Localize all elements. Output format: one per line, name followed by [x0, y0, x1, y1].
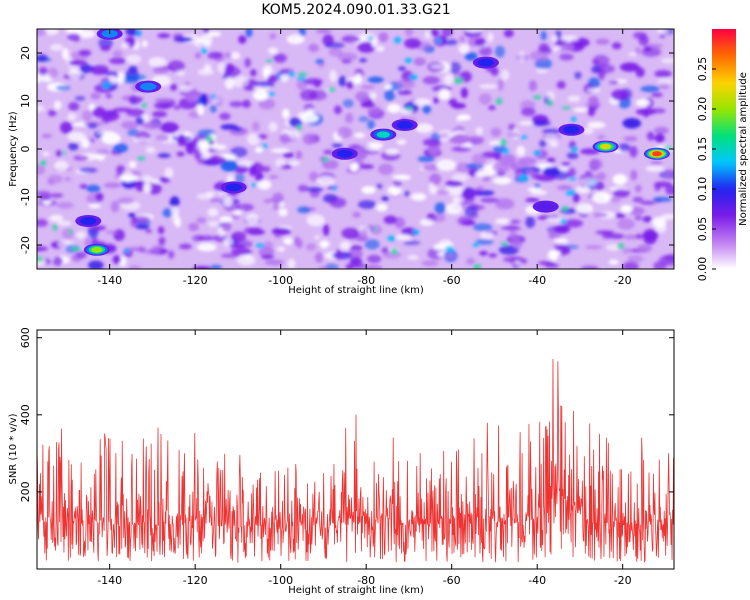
colorbar-tick-label: 0.20 — [696, 97, 709, 122]
x-tick-label: -60 — [443, 574, 461, 587]
heatmap-hotspot — [370, 128, 397, 141]
y-tick-label: 600 — [19, 327, 32, 348]
snr-x-axis-label: Height of straight line (km) — [288, 585, 424, 596]
heatmap-hotspots — [75, 29, 670, 256]
snr-panel: -140 -120 -100 -80 -60 -40 -20 200 400 600 Heigh… — [8, 327, 675, 596]
snr-series-line — [37, 358, 674, 563]
x-tick-label: -140 — [97, 574, 122, 587]
x-tick-label: -80 — [357, 574, 375, 587]
colorbar-ticks: 0.00 0.05 0.10 0.15 0.20 0.25 — [696, 57, 716, 282]
x-tick-label: -40 — [528, 274, 546, 287]
heatmap-hotspot — [558, 123, 585, 136]
y-tick-label: 10 — [19, 94, 32, 108]
colorbar-tick-label: 0.05 — [696, 217, 709, 242]
heatmap-hotspot — [135, 80, 162, 93]
heatmap-hotspot — [532, 200, 559, 213]
heatmap-noise-field — [37, 29, 674, 269]
colorbar-label: Normalized spectral amplitude — [738, 72, 749, 226]
colorbar: 0.00 0.05 0.10 0.15 0.20 0.25 Normalized spec… — [696, 29, 749, 281]
x-tick-label: -20 — [614, 274, 632, 287]
snr-y-ticks: 200 400 600 — [19, 327, 674, 502]
x-tick-label: -40 — [528, 574, 546, 587]
heatmap-hotspot — [331, 147, 358, 160]
heatmap-hotspot — [472, 56, 499, 69]
figure-title: KOM5.2024.090.01.33.G21 — [261, 2, 450, 18]
heatmap-x-axis-label: Height of straight line (km) — [288, 285, 424, 296]
heatmap-hotspot — [391, 119, 418, 131]
heatmap-hotspot — [83, 243, 110, 256]
colorbar-tick-label: 0.15 — [696, 137, 709, 162]
y-tick-label: 200 — [19, 481, 32, 502]
heatmap-hotspot — [75, 215, 102, 227]
y-tick-label: 0 — [19, 146, 32, 153]
heatmap-hotspot — [592, 140, 619, 153]
heatmap-x-ticks: -140 -120 -100 -80 -60 -40 -20 — [97, 29, 632, 287]
colorbar-tick-label: 0.10 — [696, 177, 709, 202]
x-tick-label: -120 — [183, 574, 208, 587]
x-tick-label: -20 — [614, 574, 632, 587]
x-tick-label: -120 — [183, 274, 208, 287]
heatmap-hotspot — [220, 181, 247, 194]
heatmap-y-axis-label: Frequency (Hz) — [8, 111, 19, 187]
y-tick-label: 20 — [19, 46, 32, 60]
x-tick-label: -140 — [97, 274, 122, 287]
heatmap-hotspot — [643, 147, 670, 160]
y-tick-label: -10 — [19, 188, 32, 206]
x-tick-label: -100 — [268, 574, 293, 587]
y-tick-label: -20 — [19, 236, 32, 254]
x-tick-label: -100 — [268, 274, 293, 287]
colorbar-tick-label: 0.00 — [696, 257, 709, 282]
x-tick-label: -60 — [443, 274, 461, 287]
snr-x-ticks: -140 -120 -100 -80 -60 -40 -20 — [97, 330, 632, 587]
y-tick-label: 400 — [19, 404, 32, 425]
snr-frame — [36, 329, 675, 570]
colorbar-tick-label: 0.25 — [696, 57, 709, 82]
x-tick-label: -80 — [357, 274, 375, 287]
snr-y-axis-label: SNR (10 * v/v) — [8, 413, 19, 484]
heatmap-y-ticks: -20 -10 0 10 20 — [19, 46, 674, 254]
